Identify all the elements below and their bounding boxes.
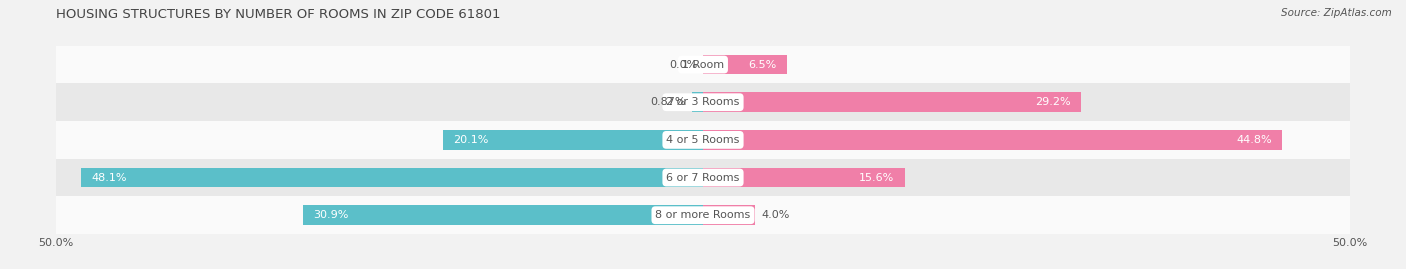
Text: 29.2%: 29.2%: [1035, 97, 1070, 107]
Text: 0.0%: 0.0%: [669, 59, 697, 70]
Bar: [703, 206, 755, 225]
Bar: [703, 93, 1081, 112]
Text: 48.1%: 48.1%: [91, 172, 127, 183]
Text: 30.9%: 30.9%: [314, 210, 349, 220]
Text: 2 or 3 Rooms: 2 or 3 Rooms: [666, 97, 740, 107]
Bar: [56, 83, 1350, 121]
Bar: [703, 168, 905, 187]
Text: 0.87%: 0.87%: [650, 97, 685, 107]
Text: HOUSING STRUCTURES BY NUMBER OF ROOMS IN ZIP CODE 61801: HOUSING STRUCTURES BY NUMBER OF ROOMS IN…: [56, 8, 501, 21]
Bar: [56, 159, 1350, 196]
Bar: [56, 196, 1350, 234]
Text: 1 Room: 1 Room: [682, 59, 724, 70]
Text: 8 or more Rooms: 8 or more Rooms: [655, 210, 751, 220]
Text: 4.0%: 4.0%: [761, 210, 790, 220]
Bar: [703, 130, 1282, 150]
Text: 15.6%: 15.6%: [859, 172, 894, 183]
Bar: [56, 46, 1350, 83]
Text: Source: ZipAtlas.com: Source: ZipAtlas.com: [1281, 8, 1392, 18]
Bar: [703, 55, 787, 74]
Text: 6 or 7 Rooms: 6 or 7 Rooms: [666, 172, 740, 183]
Text: 6.5%: 6.5%: [748, 59, 776, 70]
Bar: [692, 93, 703, 112]
Bar: [443, 130, 703, 150]
Text: 4 or 5 Rooms: 4 or 5 Rooms: [666, 135, 740, 145]
Text: 44.8%: 44.8%: [1236, 135, 1272, 145]
Text: 20.1%: 20.1%: [453, 135, 489, 145]
Bar: [56, 121, 1350, 159]
Bar: [80, 168, 703, 187]
Bar: [304, 206, 703, 225]
